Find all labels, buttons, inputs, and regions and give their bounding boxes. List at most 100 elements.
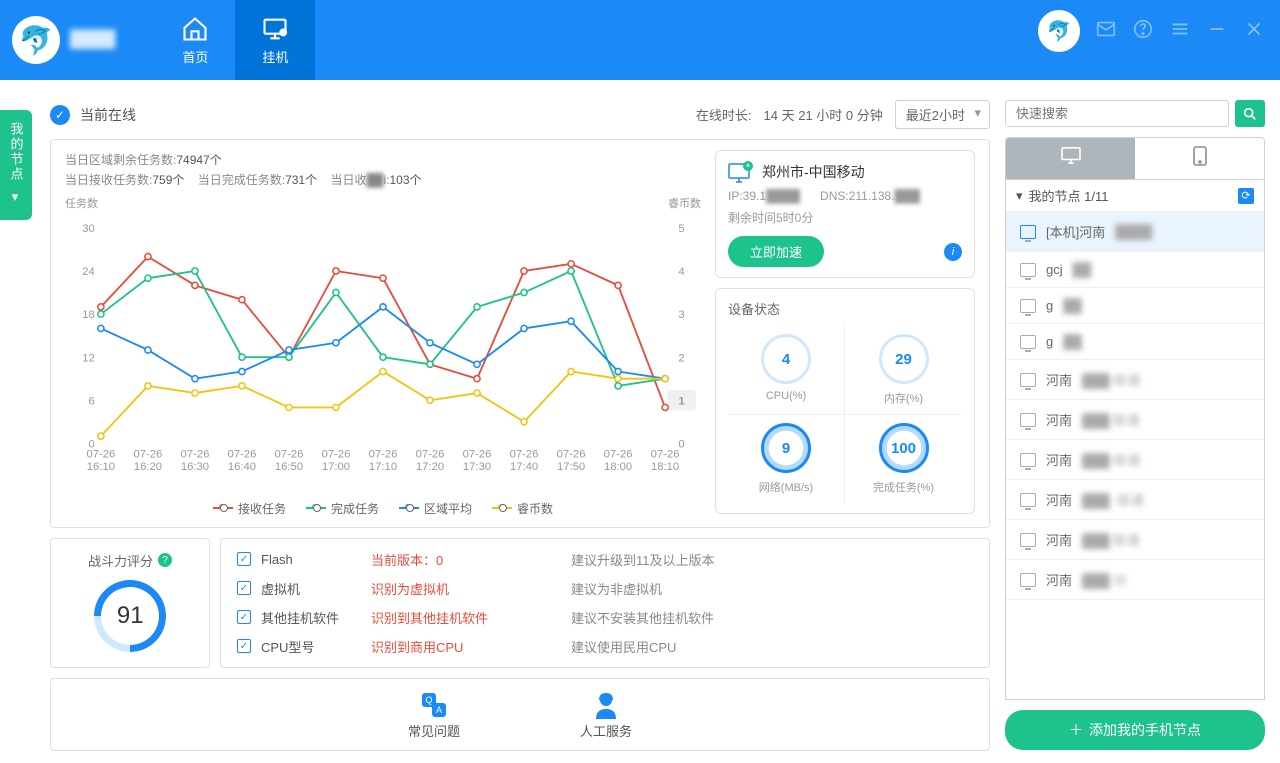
node-item[interactable]: [本机]河南████ xyxy=(1006,212,1264,252)
svg-text:17:40: 17:40 xyxy=(510,461,538,473)
check-row: ✓ CPU型号 识别到商用CPU 建议使用民用CPU xyxy=(221,632,989,661)
monitor-icon xyxy=(1020,225,1036,239)
check-advice: 建议为非虚拟机 xyxy=(571,579,662,598)
side-tab-my-nodes[interactable]: 我的节点 ▾ xyxy=(0,110,32,220)
svg-text:16:40: 16:40 xyxy=(228,461,256,473)
search-button[interactable] xyxy=(1235,100,1265,127)
tab-mobile[interactable] xyxy=(1135,138,1264,179)
svg-text:07-26: 07-26 xyxy=(275,448,304,460)
close-icon[interactable] xyxy=(1243,18,1265,45)
question-icon[interactable]: ? xyxy=(158,553,172,567)
chart-legend: .legend-marker::after{border-color:inher… xyxy=(65,500,701,517)
gauge-cell: 100 完成任务(%) xyxy=(845,415,962,503)
header-controls: 🐬 xyxy=(1038,10,1265,52)
menu-icon[interactable] xyxy=(1169,18,1191,45)
chart-stats: 当日区域剩余任务数:74947个 当日接收任务数:759个 当日完成任务数:73… xyxy=(65,150,701,191)
svg-text:07-26: 07-26 xyxy=(416,448,445,460)
node-item[interactable]: 河南███-联通 xyxy=(1006,440,1264,480)
node-item[interactable]: 河南███ 联通 xyxy=(1006,520,1264,560)
check-name: 其他挂机软件 xyxy=(261,608,371,627)
search-input[interactable] xyxy=(1005,100,1229,127)
add-mobile-node-button[interactable]: ＋ 添加我的手机节点 xyxy=(1005,710,1265,750)
svg-text:07-26: 07-26 xyxy=(134,448,163,460)
gauge-ring: 100 xyxy=(879,423,929,473)
monitor-icon xyxy=(1020,413,1036,427)
checks-panel: ✓ Flash 当前版本：0 建议升级到11及以上版本 ✓ 虚拟机 识别为虚拟机… xyxy=(220,538,990,668)
node-list-header[interactable]: ▾ 我的节点 1/11 ⟳ xyxy=(1006,180,1264,212)
info-icon[interactable]: i xyxy=(944,243,962,261)
refresh-icon[interactable]: ⟳ xyxy=(1238,188,1254,204)
gauge-ring: 29 xyxy=(879,334,929,384)
node-item[interactable]: gcj██ xyxy=(1006,252,1264,288)
svg-text:07-26: 07-26 xyxy=(557,448,586,460)
node-item[interactable]: 河南███ 动 xyxy=(1006,560,1264,600)
node-item[interactable]: 河南███ -联通 xyxy=(1006,480,1264,520)
svg-text:4: 4 xyxy=(678,266,684,278)
gauge-cell: 4 CPU(%) xyxy=(728,326,845,415)
chart-panel: 当日区域剩余任务数:74947个 当日接收任务数:759个 当日完成任务数:73… xyxy=(50,139,990,528)
monitor-icon xyxy=(1020,453,1036,467)
accelerate-button[interactable]: 立即加速 xyxy=(728,236,824,267)
header: 🐬 ████ 首页 挂机 🐬 xyxy=(0,0,1280,80)
node-label: 河南 xyxy=(1046,450,1072,469)
monitor-icon xyxy=(1020,263,1036,277)
monitor-icon xyxy=(1020,493,1036,507)
app-name-blurred: ████ xyxy=(70,31,115,49)
nav-guaji[interactable]: 挂机 xyxy=(235,0,315,80)
checkbox-icon[interactable]: ✓ xyxy=(237,639,251,653)
svg-text:5: 5 xyxy=(678,223,684,235)
gauge-ring: 9 xyxy=(761,423,811,473)
minimize-icon[interactable] xyxy=(1206,18,1228,45)
checkbox-icon[interactable]: ✓ xyxy=(237,552,251,566)
score-title: 战斗力评分 xyxy=(88,551,153,570)
monitor-icon xyxy=(261,15,289,43)
svg-text:16:20: 16:20 xyxy=(134,461,162,473)
node-location: 郑州市-中国移动 xyxy=(762,162,865,182)
svg-text:Q: Q xyxy=(425,695,432,705)
gauge-cell: 9 网络(MB/s) xyxy=(728,415,845,503)
nav-home[interactable]: 首页 xyxy=(155,0,235,80)
score-ring: 91 xyxy=(79,565,181,667)
mail-icon[interactable] xyxy=(1095,18,1117,45)
check-row: ✓ 虚拟机 识别为虚拟机 建议为非虚拟机 xyxy=(221,574,989,603)
svg-text:16:30: 16:30 xyxy=(181,461,209,473)
online-check-icon: ✓ xyxy=(50,105,70,125)
monitor-icon xyxy=(1020,335,1036,349)
svg-text:17:00: 17:00 xyxy=(322,461,350,473)
help-icon[interactable] xyxy=(1132,18,1154,45)
svg-text:3: 3 xyxy=(678,309,684,321)
node-list-panel: ▾ 我的节点 1/11 ⟳ [本机]河南████ gcj██ g██ g██ 河… xyxy=(1005,180,1265,700)
duration-value: 14 天 21 小时 0 分钟 xyxy=(764,105,883,124)
svg-text:07-26: 07-26 xyxy=(510,448,539,460)
svg-text:17:30: 17:30 xyxy=(463,461,491,473)
check-name: CPU型号 xyxy=(261,637,371,656)
checkbox-icon[interactable]: ✓ xyxy=(237,581,251,595)
node-item[interactable]: g██ xyxy=(1006,324,1264,360)
node-label: 河南 xyxy=(1046,410,1072,429)
time-range-dropdown[interactable]: 最近2小时 xyxy=(895,100,990,129)
gauge-label: 内存(%) xyxy=(884,390,923,406)
node-label: 河南 xyxy=(1046,370,1072,389)
online-status: 当前在线 xyxy=(80,105,136,125)
node-label: 河南 xyxy=(1046,570,1072,589)
side-tab-label: 我的节点 xyxy=(7,122,26,182)
check-advice: 建议不安装其他挂机软件 xyxy=(571,608,714,627)
faq-button[interactable]: QA 常见问题 xyxy=(408,689,460,740)
check-advice: 建议升级到11及以上版本 xyxy=(571,550,715,569)
gauge-label: CPU(%) xyxy=(766,390,806,402)
check-row: ✓ Flash 当前版本：0 建议升级到11及以上版本 xyxy=(221,545,989,574)
service-button[interactable]: 人工服务 xyxy=(580,689,632,740)
legend-item: .legend-marker::after{border-color:inher… xyxy=(306,500,379,517)
nav-guaji-label: 挂机 xyxy=(262,47,288,66)
svg-text:1: 1 xyxy=(678,395,684,407)
checkbox-icon[interactable]: ✓ xyxy=(237,610,251,624)
service-icon xyxy=(590,689,622,721)
node-item[interactable]: 河南███-联通 xyxy=(1006,360,1264,400)
tab-desktop[interactable] xyxy=(1006,138,1135,179)
svg-text:18: 18 xyxy=(82,309,95,321)
node-item[interactable]: 河南███ 联通 xyxy=(1006,400,1264,440)
avatar[interactable]: 🐬 xyxy=(1038,10,1080,52)
svg-text:17:50: 17:50 xyxy=(557,461,585,473)
node-info-box: 郑州市-中国移动 IP:39.1████ DNS:211.138.███ 剩余时… xyxy=(715,150,975,278)
node-item[interactable]: g██ xyxy=(1006,288,1264,324)
